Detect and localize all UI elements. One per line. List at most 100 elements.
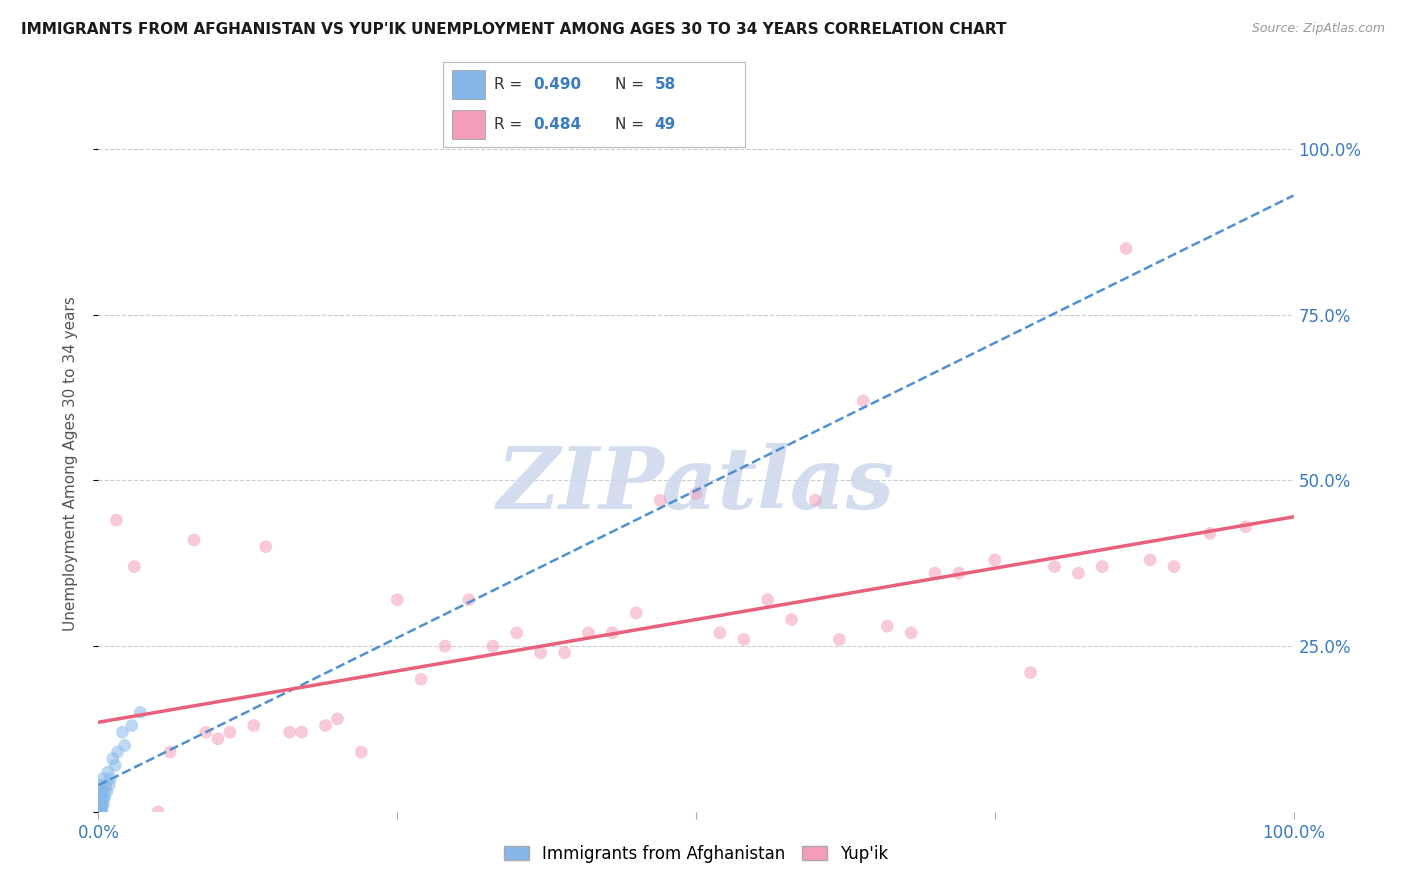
Point [924, 566, 946, 581]
Point [89, 805, 111, 819]
Point [315, 718, 337, 732]
FancyBboxPatch shape [451, 70, 485, 99]
Point [194, 725, 218, 739]
Point [90, 778, 112, 792]
Point [89, 805, 111, 819]
Point [89, 791, 111, 805]
Point [411, 672, 433, 686]
Point [148, 805, 170, 819]
Point [350, 745, 373, 759]
Point [91, 785, 114, 799]
Point [89, 805, 111, 819]
Point [709, 625, 731, 640]
Point [89, 791, 111, 805]
Point [385, 592, 409, 607]
Point [93, 785, 115, 799]
Text: N =: N = [616, 77, 650, 92]
Text: 0.484: 0.484 [534, 117, 582, 132]
Text: 49: 49 [655, 117, 676, 132]
Point [254, 540, 277, 554]
Point [1139, 553, 1161, 567]
Point [1234, 520, 1257, 534]
Point [780, 613, 803, 627]
Point [1163, 559, 1185, 574]
Point [124, 559, 146, 574]
Point [1091, 559, 1114, 574]
Point [159, 745, 181, 759]
Point [602, 625, 624, 640]
Point [529, 646, 551, 660]
Text: IMMIGRANTS FROM AFGHANISTAN VS YUP'IK UNEMPLOYMENT AMONG AGES 30 TO 34 YEARS COR: IMMIGRANTS FROM AFGHANISTAN VS YUP'IK UN… [21, 22, 1007, 37]
Point [89, 798, 111, 813]
Point [207, 731, 229, 746]
Point [91, 791, 114, 805]
Text: 58: 58 [655, 77, 676, 92]
Point [129, 706, 152, 720]
Point [326, 712, 349, 726]
Point [114, 739, 136, 753]
Point [804, 493, 827, 508]
Point [90, 805, 112, 819]
Text: N =: N = [616, 117, 650, 132]
Point [554, 646, 576, 660]
Point [1043, 559, 1066, 574]
Point [648, 493, 672, 508]
Point [89, 805, 111, 819]
Point [89, 798, 111, 813]
Point [89, 805, 111, 819]
Point [89, 798, 111, 813]
Point [183, 533, 205, 547]
Point [90, 791, 112, 805]
Point [278, 725, 301, 739]
Point [89, 805, 111, 819]
Point [458, 592, 481, 607]
Point [243, 718, 266, 732]
Point [481, 639, 505, 653]
Point [1019, 665, 1042, 680]
Point [89, 805, 111, 819]
Point [89, 805, 111, 819]
Point [852, 393, 875, 408]
Point [626, 606, 648, 620]
Point [89, 805, 111, 819]
Point [107, 745, 129, 759]
Point [876, 619, 898, 633]
Point [91, 798, 114, 813]
Point [89, 805, 111, 819]
Point [91, 798, 114, 813]
Point [90, 798, 112, 813]
Point [89, 805, 111, 819]
Point [1198, 526, 1220, 541]
Point [98, 778, 121, 792]
Point [576, 625, 599, 640]
Point [89, 805, 111, 819]
Point [111, 725, 134, 739]
Point [900, 625, 922, 640]
Point [90, 805, 112, 819]
Point [291, 725, 314, 739]
Point [93, 791, 115, 805]
Point [89, 805, 111, 819]
Point [89, 805, 111, 819]
Point [89, 805, 111, 819]
Point [89, 805, 111, 819]
Point [1115, 242, 1137, 256]
Point [101, 752, 124, 766]
Point [984, 553, 1007, 567]
Point [89, 805, 111, 819]
Point [98, 772, 122, 786]
Point [89, 798, 111, 813]
Text: R =: R = [495, 77, 527, 92]
Point [104, 758, 127, 772]
Text: Source: ZipAtlas.com: Source: ZipAtlas.com [1251, 22, 1385, 36]
Point [948, 566, 970, 581]
Point [121, 718, 143, 732]
Text: ZIPatlas: ZIPatlas [496, 443, 896, 526]
Point [90, 798, 112, 813]
Point [89, 805, 111, 819]
Point [89, 805, 111, 819]
Point [91, 772, 114, 786]
FancyBboxPatch shape [451, 110, 485, 139]
Point [733, 632, 755, 647]
Point [89, 805, 111, 819]
